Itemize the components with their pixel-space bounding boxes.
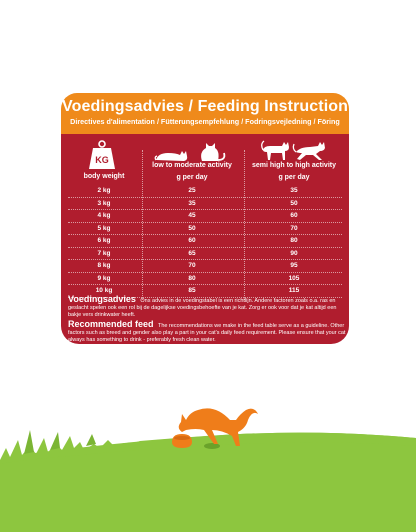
cat-body <box>178 408 258 446</box>
header-banner: Voedingsadvies / Feeding Instruction Dir… <box>61 93 349 134</box>
resting-cats-icon <box>154 143 226 161</box>
page-title: Voedingsadvies / Feeding Instruction <box>61 98 348 115</box>
column-divider <box>142 150 143 300</box>
low-activity-cell: 70 <box>188 262 196 269</box>
high-activity-cell: 80 <box>290 237 298 244</box>
weight-cell: 8 kg <box>97 262 111 269</box>
weight-cell: 5 kg <box>97 224 111 232</box>
table-row: 6 kg 60 80 <box>68 235 342 248</box>
lying-cat-icon <box>156 151 188 161</box>
low-activity-cell: 60 <box>188 237 196 244</box>
page-subtitle: Directives d'alimentation / Fütterungsem… <box>70 117 340 126</box>
table-body: 2 kg 25 35 3 kg 35 50 4 kg 45 60 5 kg 50 70 6 kg 60 80… <box>68 185 342 298</box>
note-dutch-text: Ons advies in de voedingstabel is een ri… <box>68 298 337 319</box>
high-activity-cell: 35 <box>290 187 298 194</box>
table-row: 4 kg 45 60 <box>68 210 342 223</box>
running-cat-icon <box>296 142 325 160</box>
low-activity-cell: 80 <box>188 274 196 282</box>
weight-cell: 6 kg <box>97 237 111 244</box>
weight-cell: 3 kg <box>97 199 111 207</box>
sitting-cat-icon <box>201 143 219 161</box>
note-dutch: Voedingsadvies Ons advies in de voedings… <box>68 294 348 320</box>
table-row: 10 kg 85 115 <box>68 285 342 298</box>
svg-text:KG: KG <box>95 155 109 165</box>
table-row: 8 kg 70 95 <box>68 260 342 273</box>
low-activity-cell: 85 <box>188 287 196 294</box>
note-english-title: Recommended feed <box>68 318 154 329</box>
high-activity-cell: 95 <box>290 262 298 269</box>
high-activity-cell: 115 <box>288 287 300 294</box>
low-activity-unit: g per day <box>176 174 208 181</box>
grass-field <box>0 432 416 532</box>
weight-cell: 9 kg <box>97 274 111 282</box>
high-activity-unit: g per day <box>278 174 310 181</box>
table-row: 5 kg 50 70 <box>68 223 342 235</box>
kg-weight-icon: KG <box>89 140 115 169</box>
table-row: 3 kg 35 50 <box>68 198 342 210</box>
low-activity-cell: 35 <box>188 199 196 207</box>
low-activity-cell: 45 <box>188 212 196 219</box>
low-activity-cell: 65 <box>188 249 196 257</box>
low-activity-cell: 50 <box>188 224 196 232</box>
note-english-text: The recommendations we make in the feed … <box>68 322 346 344</box>
weight-cell: 7 kg <box>97 249 111 257</box>
high-activity-cell: 70 <box>290 224 298 232</box>
active-cats-icon <box>261 140 325 160</box>
high-activity-cell: 90 <box>290 249 298 257</box>
low-activity-label: low to moderate activity <box>152 162 232 169</box>
notes-section: Voedingsadvies Ons advies in de voedings… <box>68 294 348 345</box>
feeding-card <box>61 93 349 344</box>
grass-tufts <box>24 430 96 454</box>
high-activity-cell: 60 <box>290 212 298 219</box>
note-dutch-title: Voedingsadvies <box>68 294 136 304</box>
high-activity-cell: 50 <box>290 199 298 207</box>
weight-cell: 4 kg <box>97 212 111 219</box>
low-activity-cell: 25 <box>188 187 196 194</box>
bowl-rim <box>174 436 190 440</box>
table-row: 7 kg 65 90 <box>68 248 342 260</box>
weight-header-label: body weight <box>83 173 125 180</box>
standing-cat-icon <box>263 142 289 160</box>
table-row: 2 kg 25 35 <box>68 185 342 198</box>
grass-blades <box>0 432 416 464</box>
note-english: Recommended feed The recommendations we … <box>68 318 348 345</box>
high-activity-cell: 105 <box>288 274 300 282</box>
weight-cell: 2 kg <box>97 187 111 194</box>
weight-cell: 10 kg <box>95 287 113 294</box>
table-row: 9 kg 80 105 <box>68 273 342 285</box>
grass-illustration <box>0 408 416 532</box>
high-activity-label: semi high to high activity <box>251 162 336 169</box>
eating-cat-illustration <box>172 408 258 449</box>
column-divider <box>244 150 245 300</box>
